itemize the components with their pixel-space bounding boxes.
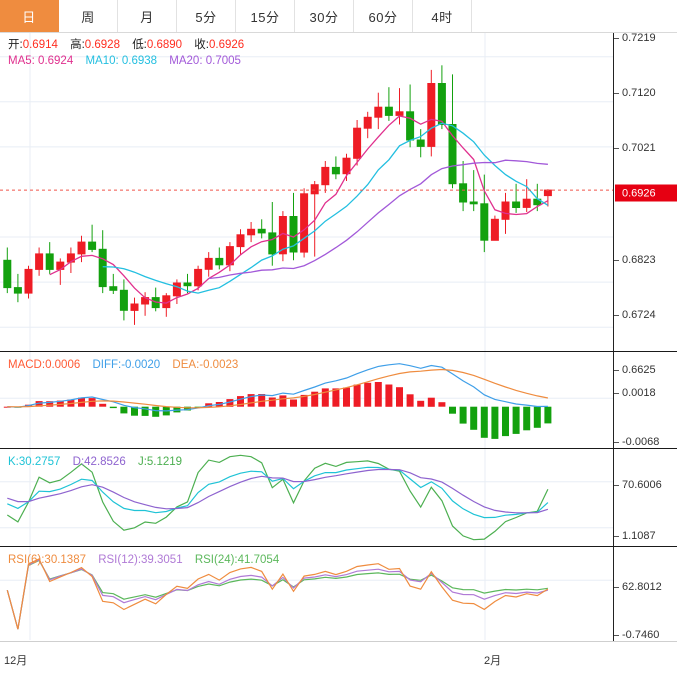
open-value: 0.6914 bbox=[22, 39, 58, 51]
kdj-axis-label: 70.6006 bbox=[622, 479, 662, 491]
close-value: 0.6926 bbox=[208, 39, 245, 51]
j-label: J: bbox=[137, 456, 147, 468]
j-value: 5.1219 bbox=[146, 456, 183, 468]
rsi12-label: RSI(12): bbox=[98, 554, 142, 566]
axis-tick bbox=[614, 370, 619, 371]
rsi6-value: 30.1387 bbox=[44, 554, 86, 566]
price-axis-label: 0.6823 bbox=[622, 254, 656, 266]
tab-period-4hour[interactable]: 4时 bbox=[413, 0, 472, 32]
axis-tick bbox=[614, 442, 619, 443]
rsi-axis-label: -0.7460 bbox=[622, 629, 660, 641]
diff-value: -0.0020 bbox=[121, 359, 161, 371]
panel-separator bbox=[0, 351, 677, 352]
axis-tick bbox=[614, 587, 619, 588]
ma5-label: MA5: bbox=[8, 55, 35, 67]
plot-canvas[interactable] bbox=[0, 33, 613, 641]
toolbar-filler bbox=[472, 0, 677, 32]
panel-separator bbox=[0, 448, 677, 449]
rsi24-value: 41.7054 bbox=[237, 554, 280, 566]
panel-separator bbox=[0, 546, 677, 547]
current-price-badge: 0.6926 bbox=[615, 184, 677, 202]
value-axis: 0.7219 0.7120 0.7021 0.6926 0.6823 0.672… bbox=[613, 32, 677, 641]
tab-period-week[interactable]: 周 bbox=[59, 0, 118, 32]
period-toolbar: 日 周 月 5分 15分 30分 60分 4时 bbox=[0, 0, 677, 33]
close-label: 收: bbox=[194, 39, 209, 51]
tab-label: 15分 bbox=[250, 9, 280, 25]
axis-tick bbox=[614, 148, 619, 149]
k-value: 30.2757 bbox=[18, 456, 61, 468]
tab-period-60min[interactable]: 60分 bbox=[354, 0, 413, 32]
rsi24-label: RSI(24): bbox=[194, 554, 238, 566]
dea-value: -0.0023 bbox=[199, 359, 239, 371]
plot-area[interactable] bbox=[0, 33, 613, 641]
axis-tick bbox=[614, 260, 619, 261]
kdj-legend: K:30.2757 D:42.8526 J:5.1219 bbox=[8, 455, 191, 469]
axis-tick bbox=[614, 38, 619, 39]
rsi6-label: RSI(6): bbox=[8, 554, 45, 566]
macd-axis-label: 0.0018 bbox=[622, 387, 656, 399]
macd-axis-label: -0.0068 bbox=[622, 436, 660, 448]
ohlc-legend: 开:0.6914 高:0.6928 低:0.6890 收:0.6926 bbox=[8, 38, 253, 52]
kdj-axis-label: 1.1087 bbox=[622, 530, 656, 542]
axis-tick bbox=[614, 635, 619, 636]
time-axis-label: 2月 bbox=[484, 655, 502, 667]
tab-label: 30分 bbox=[309, 9, 339, 25]
high-value: 0.6928 bbox=[84, 39, 120, 51]
ma20-value: 0.7005 bbox=[205, 55, 241, 67]
rsi12-value: 39.3051 bbox=[141, 554, 183, 566]
rsi-legend: RSI(6):30.1387 RSI(12):39.3051 RSI(24):4… bbox=[8, 553, 288, 567]
tab-period-15min[interactable]: 15分 bbox=[236, 0, 295, 32]
chart-shell: 0.7219 0.7120 0.7021 0.6926 0.6823 0.672… bbox=[0, 32, 677, 674]
tab-label: 月 bbox=[140, 9, 154, 25]
low-label: 低: bbox=[132, 39, 147, 51]
dea-label: DEA: bbox=[172, 359, 200, 371]
ma-legend: MA5: 0.6924 MA10: 0.6938 MA20: 0.7005 bbox=[8, 54, 250, 68]
macd-label: MACD: bbox=[8, 359, 46, 371]
tab-period-5min[interactable]: 5分 bbox=[177, 0, 236, 32]
ma5-value: 0.6924 bbox=[38, 55, 74, 67]
d-value: 42.8526 bbox=[84, 456, 126, 468]
tab-label: 周 bbox=[81, 9, 95, 25]
ma10-value: 0.6938 bbox=[121, 55, 158, 67]
tab-period-day[interactable]: 日 bbox=[0, 0, 59, 32]
d-label: D: bbox=[72, 456, 85, 468]
macd-legend: MACD:0.0006 DIFF:-0.0020 DEA:-0.0023 bbox=[8, 358, 247, 372]
macd-value: 0.0006 bbox=[45, 359, 81, 371]
axis-tick bbox=[614, 536, 619, 537]
ma10-label: MA10: bbox=[85, 55, 119, 67]
time-axis: 12月 2月 bbox=[0, 641, 677, 674]
high-label: 高: bbox=[70, 39, 85, 51]
tab-label: 4时 bbox=[431, 9, 453, 25]
price-axis-label: 0.6724 bbox=[622, 309, 656, 321]
tab-period-30min[interactable]: 30分 bbox=[295, 0, 354, 32]
price-axis-label: 0.7120 bbox=[622, 87, 656, 99]
ma20-label: MA20: bbox=[169, 55, 203, 67]
tab-label: 5分 bbox=[195, 9, 217, 25]
low-value: 0.6890 bbox=[146, 39, 183, 51]
price-axis-label: 0.7021 bbox=[622, 142, 656, 154]
tab-label: 日 bbox=[22, 9, 36, 25]
axis-tick bbox=[614, 485, 619, 486]
tab-period-month[interactable]: 月 bbox=[118, 0, 177, 32]
axis-tick bbox=[614, 93, 619, 94]
tab-label: 60分 bbox=[368, 9, 398, 25]
diff-label: DIFF: bbox=[92, 359, 122, 371]
price-axis-label: 0.6625 bbox=[622, 364, 656, 376]
axis-tick bbox=[614, 315, 619, 316]
time-axis-label: 12月 bbox=[4, 655, 28, 667]
k-label: K: bbox=[8, 456, 19, 468]
axis-tick bbox=[614, 393, 619, 394]
open-label: 开: bbox=[8, 39, 23, 51]
price-axis-label: 0.7219 bbox=[622, 32, 656, 44]
rsi-axis-label: 62.8012 bbox=[622, 581, 662, 593]
